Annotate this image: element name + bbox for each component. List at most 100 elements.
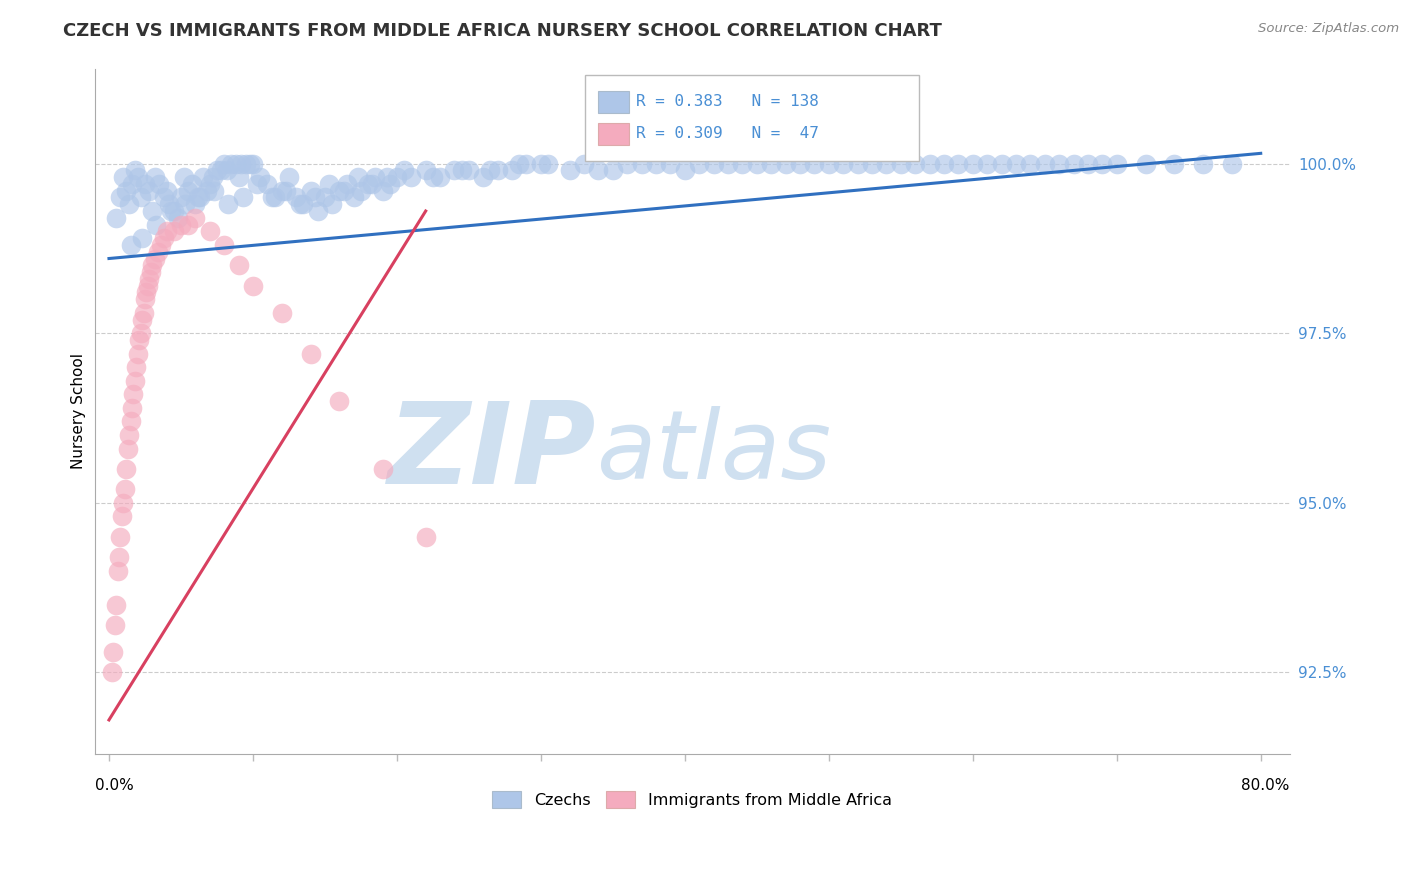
Point <box>134 292 156 306</box>
Point <box>115 462 138 476</box>
Point <box>501 163 523 178</box>
Point <box>135 285 157 300</box>
Point <box>228 258 250 272</box>
Point <box>198 177 221 191</box>
Point <box>364 170 387 185</box>
Point <box>962 156 984 170</box>
Point <box>112 496 135 510</box>
Point <box>443 163 465 178</box>
Point <box>187 190 209 204</box>
Text: ZIP: ZIP <box>388 397 596 508</box>
Point <box>195 184 218 198</box>
Point <box>115 184 138 198</box>
Point <box>225 156 247 170</box>
Point <box>361 177 384 191</box>
Point <box>392 163 415 178</box>
Point <box>375 170 398 185</box>
Point <box>371 184 394 198</box>
Point <box>159 197 181 211</box>
Point <box>110 530 132 544</box>
Point <box>588 163 610 178</box>
Text: R = 0.383   N = 138: R = 0.383 N = 138 <box>636 94 818 109</box>
Point <box>104 618 127 632</box>
Point <box>127 346 149 360</box>
Point <box>152 231 174 245</box>
FancyBboxPatch shape <box>598 123 628 145</box>
Point <box>332 184 354 198</box>
Point <box>149 238 172 252</box>
Point <box>141 258 163 272</box>
Point <box>761 156 783 170</box>
Point <box>299 346 322 360</box>
Point <box>659 156 682 170</box>
Point <box>121 401 143 415</box>
Point <box>152 190 174 204</box>
Point <box>170 190 193 204</box>
Point <box>128 333 150 347</box>
Point <box>221 156 243 170</box>
Point <box>429 170 451 185</box>
Point <box>212 156 235 170</box>
Point <box>508 156 530 170</box>
Y-axis label: Nursery School: Nursery School <box>72 353 86 469</box>
Point <box>108 550 131 565</box>
Point <box>228 170 250 185</box>
Point <box>148 177 170 191</box>
Point <box>138 184 160 198</box>
Legend: Czechs, Immigrants from Middle Africa: Czechs, Immigrants from Middle Africa <box>486 785 898 814</box>
Point <box>932 156 955 170</box>
Point <box>1135 156 1157 170</box>
Point <box>1220 156 1243 170</box>
Point <box>378 177 401 191</box>
Point <box>132 306 155 320</box>
Point <box>299 184 322 198</box>
Point <box>235 156 257 170</box>
Point <box>101 665 124 680</box>
Point <box>217 197 239 211</box>
Point <box>184 197 207 211</box>
Point <box>277 170 299 185</box>
Point <box>129 190 152 204</box>
Point <box>415 163 437 178</box>
FancyBboxPatch shape <box>598 91 628 113</box>
Point <box>145 218 167 232</box>
Point <box>173 170 195 185</box>
Point <box>198 224 221 238</box>
Point <box>415 530 437 544</box>
Point <box>422 170 444 185</box>
Point <box>174 197 197 211</box>
Text: Source: ZipAtlas.com: Source: ZipAtlas.com <box>1258 22 1399 36</box>
Point <box>121 177 143 191</box>
Point <box>875 156 897 170</box>
Point <box>131 312 153 326</box>
Point <box>673 163 696 178</box>
Point <box>242 156 264 170</box>
Text: CZECH VS IMMIGRANTS FROM MIDDLE AFRICA NURSERY SCHOOL CORRELATION CHART: CZECH VS IMMIGRANTS FROM MIDDLE AFRICA N… <box>63 22 942 40</box>
Point <box>775 156 797 170</box>
Point <box>846 156 869 170</box>
Point <box>202 184 225 198</box>
Point <box>188 190 211 204</box>
Point <box>688 156 710 170</box>
Point <box>285 190 308 204</box>
Point <box>209 163 232 178</box>
Point <box>990 156 1012 170</box>
Point <box>350 184 373 198</box>
Point <box>134 177 156 191</box>
Point <box>143 252 166 266</box>
Point <box>232 190 254 204</box>
Point <box>239 156 262 170</box>
Point <box>177 218 200 232</box>
Point <box>745 156 768 170</box>
Point <box>948 156 970 170</box>
Point <box>181 177 204 191</box>
Point <box>191 170 214 185</box>
Point <box>717 156 740 170</box>
FancyBboxPatch shape <box>585 75 920 161</box>
Point <box>976 156 998 170</box>
Point <box>616 156 638 170</box>
Point <box>328 394 350 409</box>
Point <box>117 442 139 456</box>
Point <box>401 170 423 185</box>
Point <box>537 156 560 170</box>
